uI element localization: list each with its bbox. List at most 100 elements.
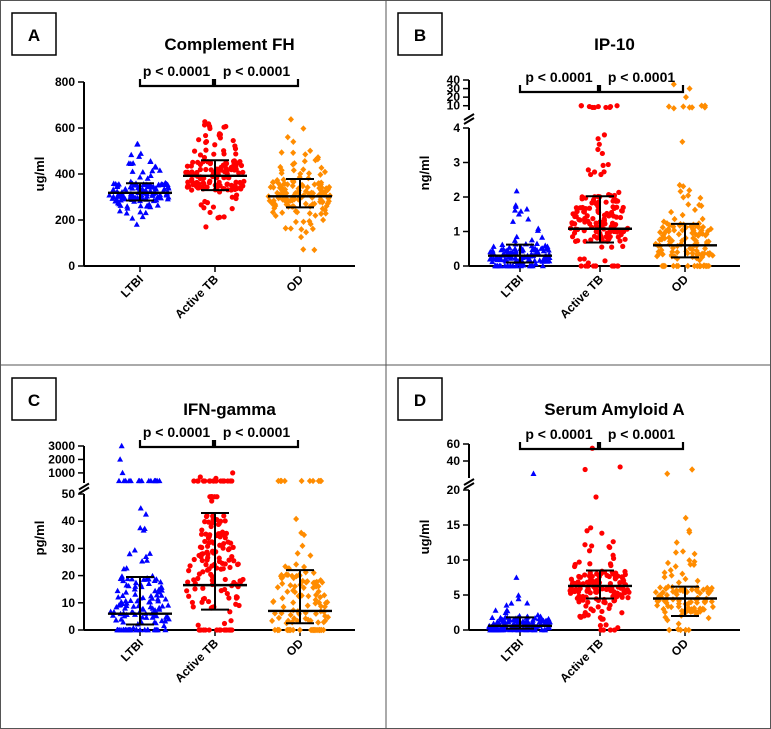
data-point <box>140 527 147 533</box>
data-point <box>119 575 126 582</box>
data-point <box>139 169 146 175</box>
data-point-high <box>191 478 197 484</box>
data-point <box>278 149 285 156</box>
data-point-high <box>670 81 677 88</box>
data-point <box>489 614 496 621</box>
data-point <box>209 498 215 504</box>
data-point <box>267 183 274 191</box>
data-point <box>677 626 684 634</box>
y-axis-label: ng/ml <box>417 156 432 191</box>
data-point <box>197 166 203 173</box>
data-point <box>298 529 305 537</box>
data-point <box>320 216 327 224</box>
y-tick-label: 5 <box>453 588 460 602</box>
data-point <box>662 614 669 621</box>
data-point <box>610 539 616 545</box>
y-tick-label: 0 <box>453 623 460 637</box>
data-point <box>688 586 695 593</box>
data-point <box>534 227 541 233</box>
data-point <box>272 212 279 220</box>
data-point <box>325 613 332 621</box>
data-point <box>186 183 192 189</box>
data-point <box>495 619 502 625</box>
data-point <box>302 569 309 576</box>
data-point <box>588 237 594 243</box>
data-point <box>153 197 160 203</box>
data-point <box>615 625 621 631</box>
data-point <box>589 543 595 549</box>
data-point <box>661 262 668 270</box>
data-point <box>184 588 190 594</box>
data-point <box>152 619 159 626</box>
data-point <box>686 529 693 536</box>
data-point <box>132 591 139 597</box>
data-point <box>153 591 160 598</box>
data-point-high <box>689 466 696 473</box>
axis-break-mark <box>78 482 90 491</box>
data-point <box>134 597 141 604</box>
data-point <box>201 154 208 161</box>
data-point <box>664 616 671 624</box>
data-point <box>270 598 277 605</box>
data-point <box>696 230 703 237</box>
data-point-high <box>680 103 687 110</box>
data-point <box>201 122 208 128</box>
panel-letter: C <box>28 391 40 410</box>
data-point <box>307 220 314 228</box>
data-point <box>185 179 191 185</box>
data-point <box>190 604 196 610</box>
data-point <box>187 563 193 569</box>
data-point <box>279 580 286 587</box>
data-point <box>691 206 698 214</box>
data-point <box>577 217 583 223</box>
p-value-label: p < 0.0001 <box>143 63 211 79</box>
p-value-label: p < 0.0001 <box>143 424 211 440</box>
summary-bars <box>568 195 632 244</box>
data-point <box>672 589 679 596</box>
data-point <box>544 243 551 249</box>
data-point <box>141 626 148 633</box>
data-point <box>529 246 536 252</box>
data-point <box>686 187 693 194</box>
significance-bracket: p < 0.0001 <box>138 424 215 449</box>
axis-break-mark <box>463 117 475 125</box>
data-point <box>113 617 120 623</box>
data-point <box>300 584 307 591</box>
data-point <box>488 255 495 262</box>
data-point <box>611 263 617 269</box>
data-point <box>586 205 593 211</box>
data-point <box>322 206 329 214</box>
data-point <box>607 544 613 551</box>
data-point <box>662 227 669 235</box>
data-point <box>204 184 210 190</box>
data-point <box>236 602 242 609</box>
data-point <box>109 612 116 618</box>
data-point <box>700 586 707 593</box>
data-point <box>154 202 161 208</box>
data-point <box>607 229 613 235</box>
data-point <box>147 603 154 610</box>
data-point-high <box>702 102 709 109</box>
data-point <box>112 180 119 187</box>
data-point <box>512 207 519 213</box>
data-point <box>275 614 282 622</box>
data-point-high <box>135 477 142 484</box>
data-point-high <box>227 478 234 484</box>
data-point <box>490 243 497 249</box>
data-point <box>229 553 235 560</box>
data-point <box>113 603 120 610</box>
data-point <box>601 212 608 218</box>
data-point <box>162 614 169 620</box>
data-point <box>223 123 229 130</box>
data-point <box>515 592 522 598</box>
data-point <box>703 262 710 270</box>
data-point <box>149 595 156 601</box>
data-point <box>134 141 141 147</box>
data-point <box>275 179 282 186</box>
data-point <box>620 204 626 211</box>
data-point <box>310 584 317 591</box>
data-point <box>571 588 578 595</box>
data-point <box>203 562 209 568</box>
data-point <box>290 138 297 145</box>
data-point <box>303 579 310 586</box>
